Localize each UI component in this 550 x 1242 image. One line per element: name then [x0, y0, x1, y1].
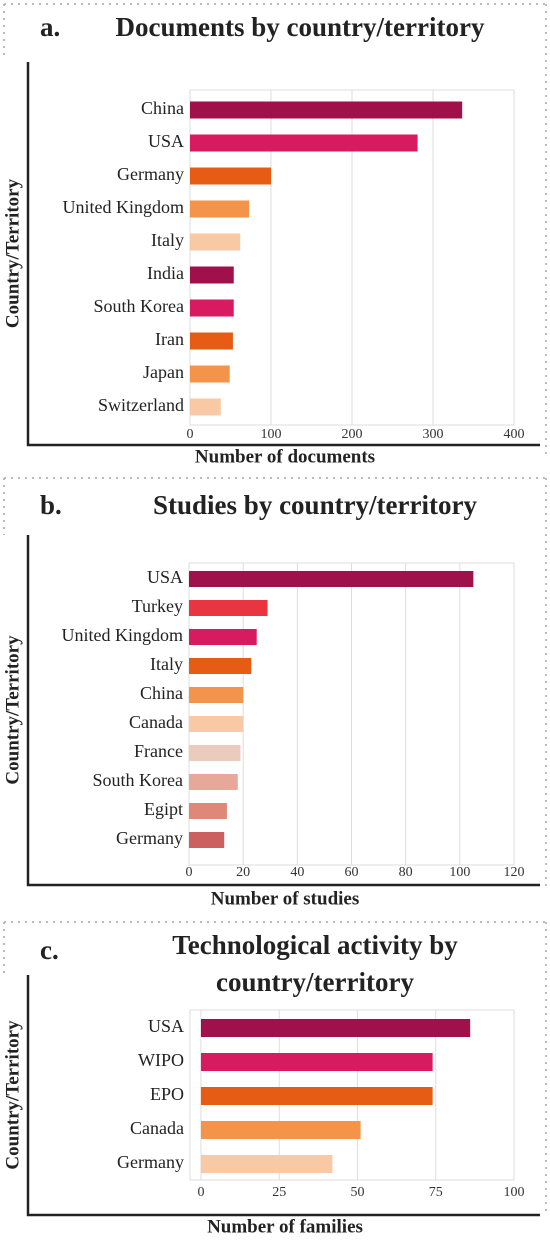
- x-axis-label: Number of documents: [195, 446, 375, 467]
- bar: [190, 332, 233, 350]
- y-tick-label: South Korea: [94, 296, 184, 316]
- y-tick-label: Italy: [151, 230, 184, 250]
- y-tick-label: Japan: [143, 362, 184, 382]
- axis-frame: [26, 62, 540, 447]
- chart-title: Technological activity by: [172, 930, 458, 960]
- y-tick-label: France: [134, 741, 183, 761]
- bar: [189, 600, 268, 616]
- x-tick-label: 60: [345, 865, 359, 880]
- x-tick-label: 200: [342, 427, 363, 442]
- x-tick-label: 75: [429, 1185, 443, 1200]
- bar: [189, 571, 474, 587]
- y-tick-label: South Korea: [93, 770, 183, 790]
- y-tick-label: Italy: [150, 654, 183, 674]
- bar: [190, 200, 250, 218]
- x-axis-label: Number of studies: [211, 888, 360, 909]
- bar: [189, 745, 241, 761]
- y-tick-label: USA: [148, 131, 184, 151]
- y-tick-label: WIPO: [138, 1050, 184, 1070]
- x-tick-label: 0: [186, 865, 193, 880]
- bar: [189, 687, 244, 703]
- x-tick-label: 80: [399, 865, 413, 880]
- bar: [190, 233, 241, 251]
- y-tick-label: EPO: [150, 1084, 184, 1104]
- bar: [200, 1019, 471, 1037]
- y-tick-label: China: [141, 98, 184, 118]
- y-tick-label: Germany: [117, 164, 184, 184]
- bar: [189, 774, 238, 790]
- x-tick-label: 0: [187, 427, 194, 442]
- x-tick-label: 100: [261, 427, 282, 442]
- x-tick-label: 0: [197, 1185, 204, 1200]
- y-axis-label: Country/Territory: [2, 1020, 23, 1170]
- y-tick-label: Iran: [155, 329, 184, 349]
- x-tick-label: 300: [423, 427, 444, 442]
- x-tick-label: 20: [236, 865, 250, 880]
- y-axis-label: Country/Territory: [2, 635, 23, 785]
- bar: [190, 266, 234, 284]
- x-tick-label: 400: [504, 427, 525, 442]
- y-tick-label: USA: [147, 567, 183, 587]
- y-tick-label: Germany: [116, 828, 183, 848]
- x-tick-label: 25: [272, 1185, 286, 1200]
- x-tick-label: 100: [449, 865, 470, 880]
- x-tick-label: 100: [504, 1185, 525, 1200]
- bar: [200, 1121, 361, 1139]
- bar: [190, 101, 463, 119]
- bar: [200, 1053, 433, 1071]
- bar: [190, 398, 221, 416]
- y-axis-label: Country/Territory: [2, 178, 23, 328]
- y-tick-label: United Kingdom: [62, 625, 184, 645]
- bar: [190, 299, 234, 317]
- y-tick-label: Canada: [130, 1118, 184, 1138]
- x-axis-label: Number of families: [207, 1216, 363, 1237]
- x-tick-label: 120: [504, 865, 525, 880]
- bar: [190, 167, 271, 185]
- bar: [189, 803, 227, 819]
- bar: [189, 658, 252, 674]
- bar: [190, 365, 230, 383]
- x-tick-label: 50: [350, 1185, 364, 1200]
- y-tick-label: United Kingdom: [63, 197, 185, 217]
- bar: [200, 1087, 433, 1105]
- bar: [200, 1155, 333, 1173]
- y-tick-label: India: [147, 263, 184, 283]
- panel-label: a.: [40, 12, 60, 42]
- chart-title: Documents by country/territory: [116, 12, 485, 42]
- bar: [189, 629, 257, 645]
- y-tick-label: Egipt: [144, 799, 183, 819]
- bar: [190, 134, 418, 152]
- bar: [189, 716, 244, 732]
- y-tick-label: Germany: [117, 1152, 184, 1172]
- y-tick-label: USA: [148, 1016, 184, 1036]
- y-tick-label: China: [140, 683, 183, 703]
- axis-frame: [26, 975, 540, 1217]
- chart-title: country/territory: [216, 967, 414, 997]
- chart-title: Studies by country/territory: [153, 490, 477, 520]
- y-tick-label: Switzerland: [98, 395, 184, 415]
- panel-label: c.: [40, 935, 59, 965]
- bar: [189, 832, 225, 848]
- axis-frame: [26, 535, 540, 887]
- y-tick-label: Turkey: [132, 596, 183, 616]
- y-tick-label: Canada: [129, 712, 183, 732]
- x-tick-label: 40: [290, 865, 304, 880]
- panel-label: b.: [40, 490, 62, 520]
